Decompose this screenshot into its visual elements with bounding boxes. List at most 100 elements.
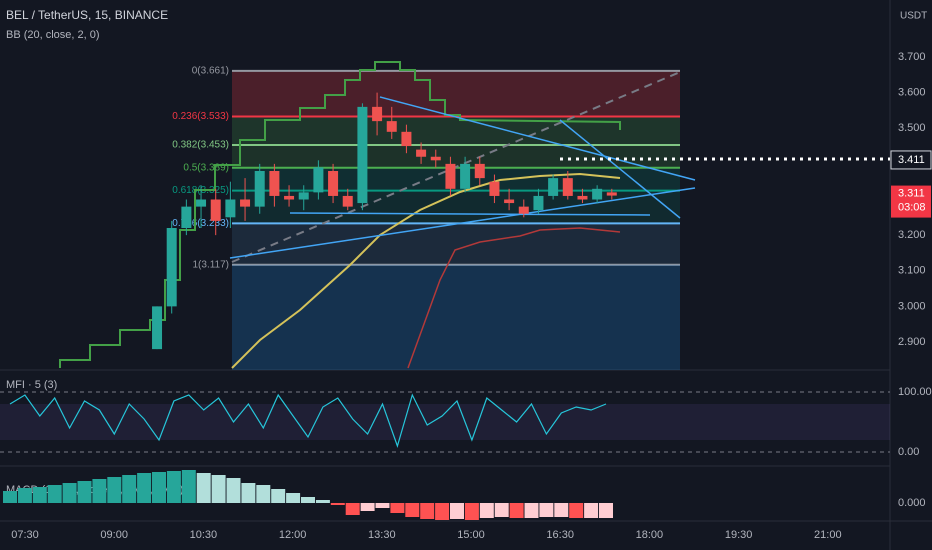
- macd-bar: [524, 503, 539, 518]
- macd-bar: [435, 503, 450, 520]
- macd-bar: [32, 487, 47, 503]
- macd-bar: [196, 473, 211, 503]
- macd-bar: [599, 503, 613, 518]
- candle-body: [430, 156, 441, 161]
- trend-line: [379, 96, 696, 181]
- price-tick-label: 2.900: [898, 336, 926, 348]
- fib-label: 0.5(3.389): [183, 162, 229, 173]
- price-tick-label: 3.700: [898, 51, 926, 63]
- macd-bar: [271, 489, 286, 503]
- macd-bar: [345, 503, 360, 515]
- time-tick-label: 19:30: [725, 529, 753, 541]
- macd-bar: [152, 472, 166, 503]
- time-tick-label: 09:00: [100, 529, 128, 541]
- macd-bar: [494, 503, 509, 517]
- price-tick-label: 3.600: [898, 87, 926, 99]
- countdown: 03:08: [898, 201, 926, 213]
- candle-body: [401, 131, 412, 147]
- mfi-tick-label: 0.00: [898, 446, 919, 458]
- candle-body: [342, 195, 353, 207]
- macd-bar: [17, 488, 32, 503]
- candle-body: [372, 106, 383, 122]
- time-tick-label: 18:00: [636, 529, 664, 541]
- trend-line: [289, 212, 651, 216]
- candle-body: [606, 192, 617, 196]
- macd-bar: [47, 485, 62, 503]
- mfi-label: MFI · 5 (3): [6, 379, 57, 391]
- fib-zone: [232, 167, 680, 191]
- candle-body: [357, 106, 368, 204]
- time-tick-label: 10:30: [190, 529, 218, 541]
- candle-body: [166, 228, 177, 307]
- mfi-band: [0, 404, 890, 440]
- candle-body: [240, 199, 251, 207]
- fib-label: 1(3.117): [192, 259, 229, 270]
- fib-label: 0.382(3.453): [172, 140, 229, 151]
- candle-body: [269, 171, 280, 196]
- macd-bar: [569, 503, 584, 518]
- candle-body: [489, 181, 500, 196]
- time-tick-label: 15:00: [457, 529, 485, 541]
- fib-zone: [232, 223, 680, 265]
- bb-lower: [407, 227, 621, 369]
- macd-bar: [584, 503, 599, 518]
- macd-bar: [241, 483, 256, 503]
- fib-label: 0.236(3.533): [172, 111, 229, 122]
- candle-body: [577, 195, 588, 200]
- trend-line: [229, 187, 696, 259]
- price-tick-label: 3.500: [898, 122, 926, 134]
- time-tick-label: 16:30: [546, 529, 574, 541]
- macd-bar: [166, 471, 181, 503]
- candle-body: [592, 188, 603, 200]
- time-tick-label: 12:00: [279, 529, 307, 541]
- mfi-tick-label: 100.00: [898, 386, 932, 398]
- time-tick-label: 21:00: [814, 529, 842, 541]
- macd-bar: [464, 503, 479, 520]
- macd-bar: [122, 475, 137, 503]
- candle-body: [445, 163, 456, 189]
- indicator-label: BB (20, close, 2, 0): [6, 29, 100, 41]
- price-tag-label: 3.411: [898, 154, 925, 166]
- trend-line: [559, 119, 681, 219]
- macd-bar: [360, 503, 375, 511]
- macd-bar: [286, 493, 301, 503]
- macd-bar: [375, 503, 390, 508]
- candle-body: [328, 171, 339, 196]
- candle-body: [225, 199, 236, 218]
- candle-body: [504, 199, 515, 204]
- macd-bar: [390, 503, 405, 513]
- time-tick-label: 07:30: [11, 529, 39, 541]
- fib-zone: [232, 144, 680, 168]
- candle-body: [518, 206, 529, 214]
- macd-tick-label: 0.000: [898, 497, 926, 509]
- macd-bar: [137, 473, 152, 503]
- fib-trend: [231, 71, 681, 263]
- macd-bar: [301, 497, 315, 503]
- candle-body: [386, 121, 397, 132]
- symbol-title: BEL / TetherUS, 15, BINANCE: [6, 8, 168, 22]
- macd-bar: [92, 479, 107, 503]
- candle-body: [210, 199, 221, 221]
- candle-body: [548, 178, 559, 196]
- macd-bar: [539, 503, 554, 517]
- currency: USDT: [900, 11, 927, 22]
- candle-body: [533, 195, 544, 211]
- price-tag: [890, 150, 932, 170]
- macd-bar: [62, 483, 77, 503]
- price-tick-label: 3.200: [898, 229, 926, 241]
- candle-body: [474, 163, 485, 179]
- macd-bar: [330, 503, 345, 505]
- macd-bar: [315, 500, 330, 503]
- price-tick-label: 3.000: [898, 300, 926, 312]
- candle-body: [254, 171, 265, 207]
- macd-bar: [405, 503, 420, 517]
- candle-body: [196, 199, 207, 207]
- candle-body: [562, 178, 573, 196]
- macd-bar: [450, 503, 464, 519]
- candle-body: [152, 306, 163, 350]
- candle-body: [460, 163, 471, 189]
- price-tag: [891, 185, 931, 218]
- macd-bar: [420, 503, 435, 519]
- macd-bar: [107, 477, 122, 503]
